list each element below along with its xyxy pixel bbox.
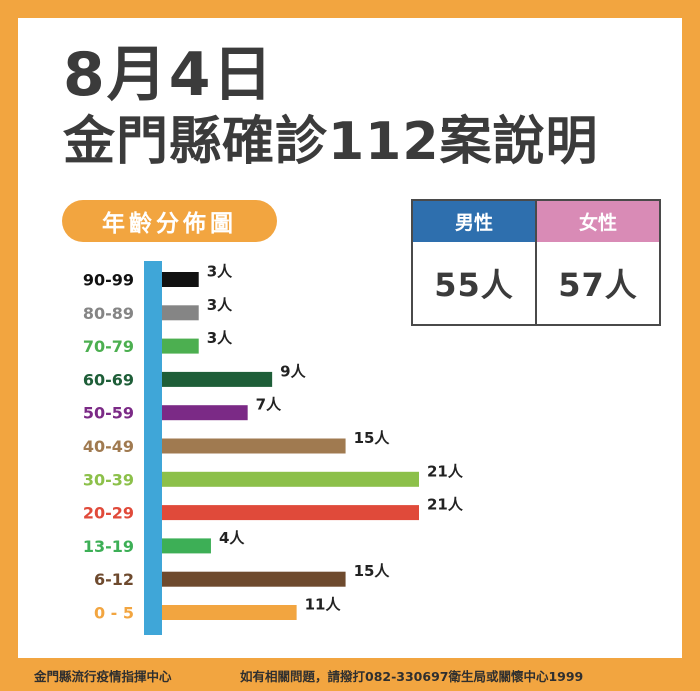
male-count: 55人 <box>434 266 514 304</box>
bar <box>162 405 248 421</box>
category-label: 30-39 <box>83 470 134 489</box>
value-label: 9人 <box>280 362 306 380</box>
value-label: 21人 <box>427 496 464 514</box>
bar <box>162 371 273 387</box>
value-label: 11人 <box>305 596 342 614</box>
bar <box>162 571 346 587</box>
value-label: 7人 <box>256 396 282 414</box>
y-axis-bar <box>144 261 162 635</box>
value-label: 3人 <box>207 296 233 314</box>
value-label: 21人 <box>427 462 464 480</box>
value-label: 4人 <box>219 529 245 547</box>
category-label: 70-79 <box>83 337 134 356</box>
value-label: 15人 <box>354 562 391 580</box>
male-column: 男性 55人 <box>413 201 535 324</box>
footer-contact: 如有相關問題，請撥打082-330697衛生局或關懷中心1999 <box>240 669 584 684</box>
category-label: 50-59 <box>83 404 134 423</box>
category-label: 40-49 <box>83 437 134 456</box>
bar <box>162 338 199 354</box>
section-badge: 年齡分佈圖 <box>62 200 277 242</box>
footer: 金門縣流行疫情指揮中心 如有相關問題，請撥打082-330697衛生局或關懷中心… <box>0 658 700 691</box>
headline-title: 金門縣確診112案說明 <box>63 112 599 172</box>
bar <box>162 272 199 287</box>
category-label: 13-19 <box>83 537 134 556</box>
age-distribution-chart: 90-99 3人 80-89 3人 70-79 3人 60-69 9人 50-59 7人 40-49… <box>83 261 464 635</box>
category-label: 0 - 5 <box>94 604 134 623</box>
bar <box>162 305 199 321</box>
content-panel: 8月4日 金門縣確診112案說明 年齡分佈圖 男性 55人 女性 57人 90-… <box>18 18 682 658</box>
gender-table: 男性 55人 女性 57人 <box>411 199 661 326</box>
category-label: 6-12 <box>94 570 134 589</box>
bar <box>162 605 297 620</box>
bar <box>162 538 211 554</box>
category-label: 80-89 <box>83 304 134 323</box>
date-title: 8月4日 <box>63 40 275 110</box>
male-header: 男性 <box>413 201 535 242</box>
female-count: 57人 <box>558 266 638 304</box>
bar <box>162 471 419 487</box>
female-header: 女性 <box>537 201 659 242</box>
value-label: 15人 <box>354 429 391 447</box>
value-label: 3人 <box>207 263 233 281</box>
category-label: 90-99 <box>83 271 134 290</box>
bar <box>162 438 346 454</box>
female-column: 女性 57人 <box>535 201 659 324</box>
category-label: 20-29 <box>83 504 134 523</box>
bar <box>162 505 419 521</box>
footer-organization: 金門縣流行疫情指揮中心 <box>34 669 172 684</box>
value-label: 3人 <box>207 329 233 347</box>
category-label: 60-69 <box>83 370 134 389</box>
